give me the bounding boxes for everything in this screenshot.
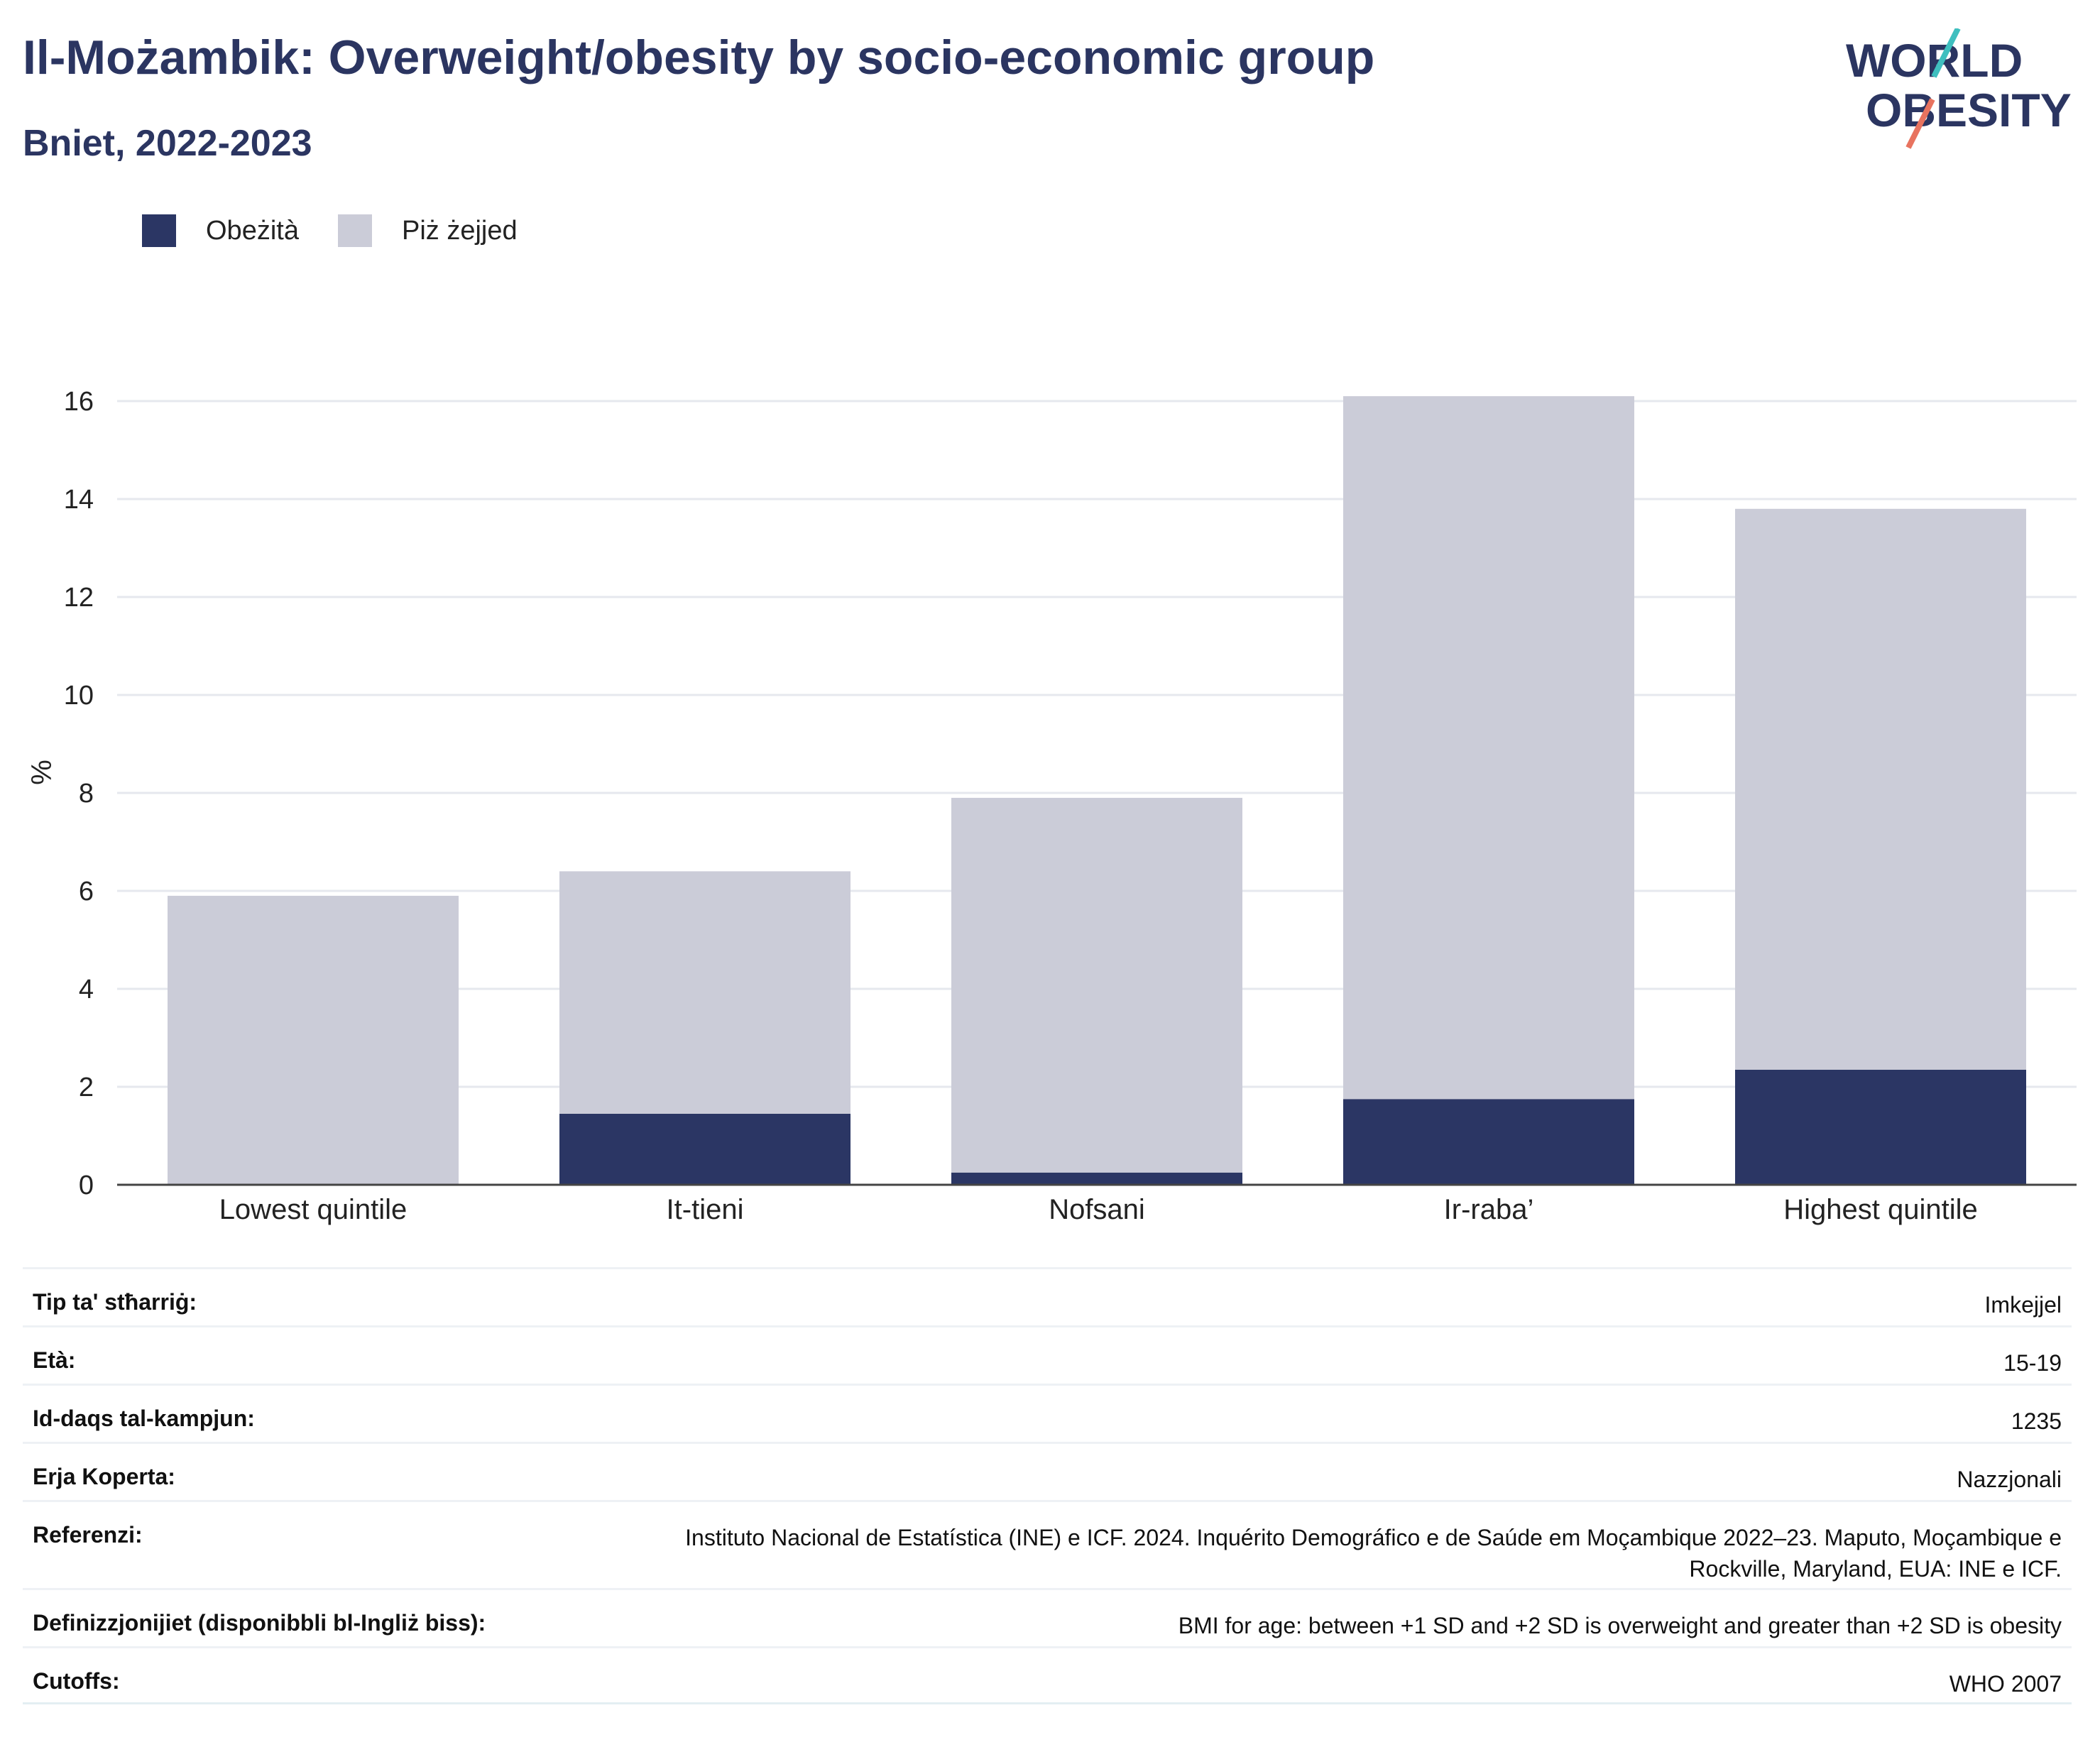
x-tick-label: Nofsani — [1049, 1194, 1145, 1225]
bar-obesity-1 — [559, 1113, 851, 1185]
bar-overweight-3 — [1343, 396, 1634, 1100]
logo-slash-red — [1905, 98, 1935, 149]
legend-label-obesity: Obeżità — [206, 215, 299, 246]
chart-title: Il-Możambik: Overweight/obesity by socio… — [23, 31, 1375, 84]
bar-overweight-2 — [951, 797, 1242, 1173]
x-tick-label: Ir-raba’ — [1444, 1194, 1534, 1225]
legend-item-obesity[interactable]: Obeżità — [142, 214, 299, 247]
info-value: BMI for age: between +1 SD and +2 SD is … — [1178, 1613, 2062, 1638]
info-key: Referenzi: — [33, 1522, 143, 1548]
legend-label-overweight: Piż żejjed — [401, 215, 518, 246]
info-key: Età: — [33, 1347, 76, 1373]
y-axis-label: % — [26, 760, 58, 785]
info-key: Cutoffs: — [33, 1668, 120, 1694]
y-tick-label: 6 — [79, 877, 94, 907]
legend-item-overweight[interactable]: Piż żejjed — [337, 214, 518, 247]
logo-slash-teal — [1931, 28, 1961, 78]
info-value: 15-19 — [2003, 1350, 2062, 1376]
info-key: Erja Koperta: — [33, 1464, 175, 1489]
bar-overweight-0 — [168, 895, 459, 1185]
bar-chart: 0 2 4 6 8 10 12 14 16% Lowest quintile It-tieni Nof… — [26, 387, 2077, 1225]
bar-obesity-3 — [1343, 1099, 1634, 1185]
info-row: Referenzi: Instituto Nacional de Estatíst… — [23, 1500, 2072, 1588]
x-tick-label: Lowest quintile — [219, 1194, 408, 1225]
legend-swatch-obesity — [142, 214, 176, 247]
y-tick-label: 12 — [64, 583, 94, 613]
bar-obesity-4 — [1735, 1069, 2026, 1185]
y-tick-label: 0 — [79, 1171, 94, 1200]
y-tick-label: 8 — [79, 779, 94, 809]
info-key: Definizzjonijiet (disponibbli bl-Ingliż … — [33, 1610, 486, 1636]
y-tick-label: 16 — [64, 387, 94, 417]
bar-overweight-1 — [559, 871, 851, 1114]
info-key: Tip ta' stħarriġ: — [33, 1289, 197, 1315]
info-value: Instituto Nacional de Estatística (INE) … — [685, 1525, 2062, 1582]
y-tick-label: 2 — [79, 1073, 94, 1102]
info-value: 1235 — [2011, 1408, 2062, 1434]
info-row: Tip ta' stħarriġ: Imkejjel — [23, 1267, 2072, 1325]
info-value: WHO 2007 — [1949, 1671, 2062, 1697]
bar-obesity-2 — [951, 1172, 1242, 1185]
world-obesity-logo: WORLD OBESITY — [1846, 28, 2072, 149]
info-row: Definizzjonijiet (disponibbli bl-Ingliż … — [23, 1588, 2072, 1646]
chart-subtitle: Bniet, 2022-2023 — [23, 123, 312, 164]
logo-line-2: OBESITY — [1866, 84, 2072, 136]
info-table: Tip ta' stħarriġ: Imkejjel Età: 15-19 Id-daq… — [23, 1267, 2072, 1704]
info-value: Imkejjel — [1984, 1292, 2062, 1318]
info-row: Cutoffs: WHO 2007 — [23, 1646, 2072, 1704]
y-tick-label: 14 — [64, 485, 94, 515]
info-row: Erja Koperta: Nazzjonali — [23, 1442, 2072, 1500]
legend-swatch-overweight — [337, 214, 372, 247]
y-tick-label: 10 — [64, 681, 94, 711]
legend: Obeżità Piż żejjed — [142, 213, 557, 248]
bar-overweight-4 — [1735, 508, 2026, 1070]
y-tick-label: 4 — [79, 975, 94, 1004]
x-tick-label: Highest quintile — [1783, 1194, 1978, 1225]
info-row: Id-daqs tal-kampjun: 1235 — [23, 1384, 2072, 1442]
info-row: Età: 15-19 — [23, 1325, 2072, 1384]
info-value: Nazzjonali — [1957, 1467, 2062, 1492]
x-tick-label: It-tieni — [667, 1194, 744, 1225]
info-key: Id-daqs tal-kampjun: — [33, 1406, 255, 1431]
logo-line-1: WORLD — [1846, 34, 2023, 87]
